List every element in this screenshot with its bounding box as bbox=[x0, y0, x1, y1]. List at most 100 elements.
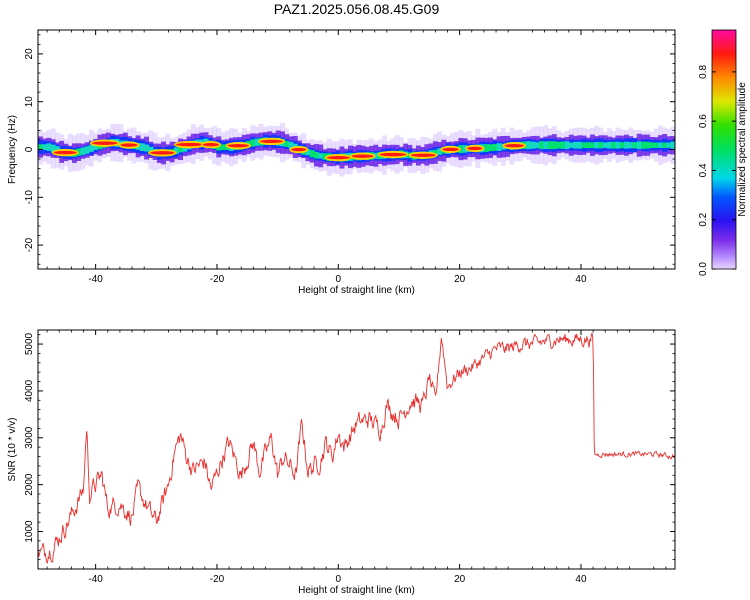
spectrogram-heatmap bbox=[38, 122, 675, 177]
spectrogram-y-tick-label: 10 bbox=[24, 96, 35, 108]
spectrogram-peak-cell bbox=[547, 141, 553, 150]
snr-panel: -40 -20 0 20 40 1000 2000 3000 4000 5000 Height o… bbox=[7, 329, 676, 596]
colorbar-ticks: 0.0 0.2 0.4 0.6 0.8 bbox=[698, 64, 736, 276]
snr-y-tick-label: 3000 bbox=[24, 426, 35, 449]
spectrogram-peak-cell bbox=[84, 146, 90, 154]
spectrogram-peak-cell bbox=[88, 144, 94, 152]
spectrogram-peak-cell bbox=[551, 141, 557, 150]
spectrogram-peak-cell bbox=[309, 150, 315, 158]
spectrogram-axes: -40 -20 0 20 40 -20 -10 0 10 20 bbox=[24, 30, 675, 285]
spectrogram-peak-cell bbox=[496, 143, 502, 151]
spectrogram-peak-cell bbox=[581, 142, 587, 148]
spectrogram-peak-cell bbox=[670, 141, 675, 149]
spectrogram-red-peak bbox=[175, 142, 204, 147]
spectrogram-peak-cell bbox=[543, 141, 549, 149]
snr-x-tick-label: -20 bbox=[210, 574, 225, 585]
figure-title: PAZ1.2025.056.08.45.G09 bbox=[274, 1, 440, 17]
snr-series bbox=[38, 332, 675, 564]
spectrogram-red-peak bbox=[53, 150, 77, 155]
spectrogram-red-peak bbox=[291, 147, 307, 152]
spectrogram-peak-cell bbox=[560, 141, 566, 149]
spectrogram-red-peak bbox=[120, 143, 138, 147]
spectrogram-red-peak bbox=[379, 152, 407, 157]
spectrogram-red-peak bbox=[467, 146, 483, 151]
colorbar-tick-label: 0.0 bbox=[698, 262, 709, 276]
spectrogram-peak-cell bbox=[80, 147, 86, 155]
spectrogram-peak-cell bbox=[437, 148, 443, 155]
spectrogram-y-axis-label: Frequency (Hz) bbox=[7, 115, 18, 184]
spectrogram-peak-cell bbox=[556, 141, 561, 149]
spectrogram-peak-cell bbox=[284, 140, 290, 147]
spectrogram-red-peak bbox=[91, 141, 118, 145]
spectrogram-peak-cell bbox=[492, 143, 498, 151]
spectrogram-peak-cell bbox=[666, 142, 672, 148]
spectrogram-peak-cell bbox=[288, 141, 294, 149]
snr-plot-frame bbox=[37, 329, 676, 570]
spectrogram-peak-cell bbox=[318, 153, 324, 159]
spectrogram-peak-cell bbox=[598, 141, 604, 149]
spectrogram-y-tick-label: 20 bbox=[24, 48, 35, 60]
spectrogram-peak-cell bbox=[539, 141, 544, 150]
spectrogram-x-tick-label: -20 bbox=[210, 274, 225, 285]
snr-x-tick-label: 40 bbox=[575, 574, 587, 585]
spectrogram-x-tick-label: 20 bbox=[454, 274, 466, 285]
spectrogram-red-peak bbox=[326, 155, 350, 160]
spectrogram-peak-cell bbox=[458, 145, 464, 154]
spectrogram-peak-cell bbox=[645, 141, 651, 149]
snr-y-axis-label: SNR (10 * v/v) bbox=[7, 418, 18, 482]
spectrogram-red-peak bbox=[202, 143, 219, 147]
spectrogram-peak-cell bbox=[432, 149, 438, 156]
spectrogram-red-peak bbox=[227, 144, 249, 148]
spectrogram-peak-cell bbox=[585, 142, 591, 149]
spectrogram-peak-cell bbox=[488, 144, 493, 152]
spectrogram-peak-cell bbox=[619, 142, 625, 149]
spectrogram-x-axis-label: Height of straight line (km) bbox=[298, 285, 415, 296]
spectrogram-peak-cell bbox=[594, 142, 600, 149]
spectrogram-peak-cell bbox=[611, 141, 617, 149]
spectrogram-peak-cell bbox=[220, 144, 226, 150]
snr-y-tick-label: 1000 bbox=[24, 520, 35, 543]
spectrogram-y-tick-label: -10 bbox=[24, 190, 35, 205]
spectrogram-peak-cell bbox=[662, 142, 668, 148]
spectrogram-peak-cell bbox=[144, 144, 150, 152]
spectrogram-peak-cell bbox=[624, 141, 629, 149]
spectrogram-red-peak bbox=[150, 151, 175, 155]
snr-x-tick-label: -40 bbox=[88, 574, 103, 585]
spectrogram-peak-cell bbox=[462, 145, 468, 153]
snr-y-tick-label: 5000 bbox=[24, 332, 35, 355]
spectrogram-peak-cell bbox=[314, 151, 319, 159]
spectrogram-x-tick-label: 40 bbox=[575, 274, 587, 285]
spectrogram-peak-cell bbox=[38, 144, 43, 150]
spectrogram-peak-cell bbox=[483, 144, 489, 152]
spectrogram-panel: -40 -20 0 20 40 -20 -10 0 10 20 Height of straigh… bbox=[7, 29, 676, 296]
spectrogram-peak-cell bbox=[178, 146, 183, 153]
spectrogram-peak-cell bbox=[250, 139, 256, 147]
spectrogram-y-tick-label: -20 bbox=[24, 237, 35, 252]
spectrogram-red-peak bbox=[504, 144, 525, 148]
colorbar-gradient bbox=[711, 29, 737, 270]
snr-x-axis-label: Height of straight line (km) bbox=[298, 585, 415, 596]
spectrogram-peak-cell bbox=[615, 141, 621, 149]
spectrogram-red-peak bbox=[442, 147, 459, 152]
spectrogram-peak-cell bbox=[254, 138, 260, 146]
spectrogram-red-peak bbox=[410, 153, 436, 157]
spectrogram-peak-cell bbox=[649, 142, 655, 148]
spectrogram-red-peak bbox=[351, 154, 374, 158]
snr-axes: -40 -20 0 20 40 1000 2000 3000 4000 5000 bbox=[24, 330, 675, 585]
spectrogram-red-peak bbox=[259, 139, 284, 144]
spectrogram-peak-cell bbox=[632, 142, 638, 149]
spectrogram-y-tick-label: 0 bbox=[24, 146, 35, 152]
spectrogram-peak-cell bbox=[636, 141, 642, 150]
spectrogram-peak-cell bbox=[534, 142, 540, 149]
spectrogram-peak-cell bbox=[607, 141, 612, 149]
snr-line bbox=[38, 332, 675, 564]
snr-x-tick-label: 20 bbox=[454, 574, 466, 585]
spectrogram-peak-cell bbox=[653, 142, 659, 148]
spectrogram-x-tick-label: 0 bbox=[336, 274, 342, 285]
colorbar-label: Normalized spectral amplitude bbox=[737, 82, 748, 217]
spectrogram-peak-cell bbox=[577, 141, 583, 149]
spectrogram-peak-cell bbox=[305, 149, 311, 156]
spectrogram-peak-cell bbox=[526, 141, 532, 150]
spectrogram-peak-cell bbox=[658, 142, 663, 148]
